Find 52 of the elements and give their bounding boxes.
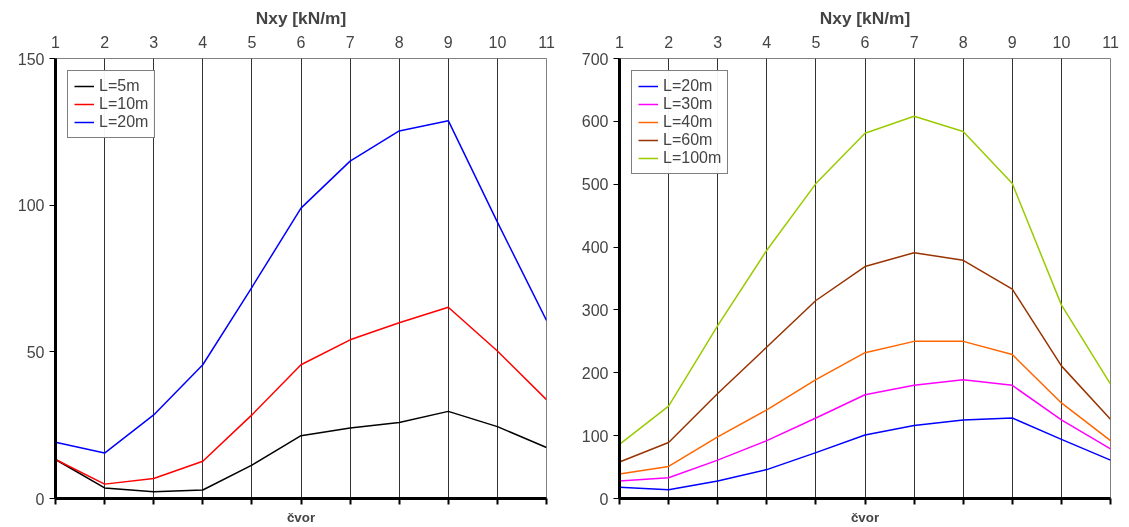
x-axis-title: čvor bbox=[850, 509, 880, 525]
y-tick-label: 0 bbox=[35, 490, 45, 508]
x-tick-label: 7 bbox=[909, 33, 919, 51]
x-tick-label: 9 bbox=[1007, 33, 1017, 51]
legend-label: L=40m bbox=[663, 113, 713, 131]
line-series bbox=[619, 251, 1111, 463]
y-tick-label: 300 bbox=[581, 301, 609, 319]
x-tick-label: 10 bbox=[1052, 33, 1071, 51]
y-tick-label: 200 bbox=[581, 364, 609, 382]
legend-label: L=60m bbox=[663, 131, 713, 149]
x-tick-label: 11 bbox=[1102, 33, 1119, 51]
x-tick-label: 6 bbox=[860, 33, 870, 51]
x-tick-label: 8 bbox=[958, 33, 968, 51]
chart-title: Nxy [kN/m] bbox=[255, 7, 347, 28]
x-tick-label: 3 bbox=[149, 33, 159, 51]
line-series bbox=[619, 417, 1111, 491]
legend-label: L=30m bbox=[663, 95, 713, 113]
x-tick-label: 5 bbox=[811, 33, 821, 51]
x-tick-label: 3 bbox=[713, 33, 723, 51]
x-tick-label: 1 bbox=[615, 33, 625, 51]
y-tick-label: 50 bbox=[26, 343, 45, 361]
x-tick-label: 10 bbox=[488, 33, 507, 51]
y-tick-label: 400 bbox=[581, 239, 609, 257]
x-tick-label: 5 bbox=[247, 33, 257, 51]
legend-label: L=20m bbox=[663, 77, 713, 95]
y-tick-label: 150 bbox=[17, 50, 45, 68]
line-series bbox=[619, 378, 1111, 482]
x-tick-label: 4 bbox=[198, 33, 208, 51]
x-tick-label: 7 bbox=[345, 33, 355, 51]
line-series bbox=[619, 115, 1111, 446]
x-tick-label: 6 bbox=[296, 33, 306, 51]
x-tick-label: 4 bbox=[762, 33, 772, 51]
x-tick-label: 9 bbox=[443, 33, 453, 51]
legend-label: L=20m bbox=[99, 113, 149, 131]
y-tick-label: 100 bbox=[581, 427, 609, 445]
x-tick-label: 1 bbox=[51, 33, 61, 51]
y-tick-label: 500 bbox=[581, 176, 609, 194]
y-tick-label: 0 bbox=[599, 490, 609, 508]
x-tick-label: 11 bbox=[538, 33, 555, 51]
legend-label: L=5m bbox=[99, 77, 140, 95]
line-series bbox=[55, 306, 547, 485]
legend-label: L=10m bbox=[99, 95, 149, 113]
chart-title: Nxy [kN/m] bbox=[819, 7, 911, 28]
x-tick-label: 2 bbox=[100, 33, 110, 51]
y-tick-label: 100 bbox=[17, 197, 45, 215]
legend-label: L=100m bbox=[663, 149, 722, 167]
line-series bbox=[619, 340, 1111, 475]
y-tick-label: 700 bbox=[581, 50, 609, 68]
y-tick-label: 600 bbox=[581, 113, 609, 131]
x-axis-title: čvor bbox=[286, 509, 316, 525]
x-tick-label: 8 bbox=[394, 33, 404, 51]
x-tick-label: 2 bbox=[664, 33, 674, 51]
